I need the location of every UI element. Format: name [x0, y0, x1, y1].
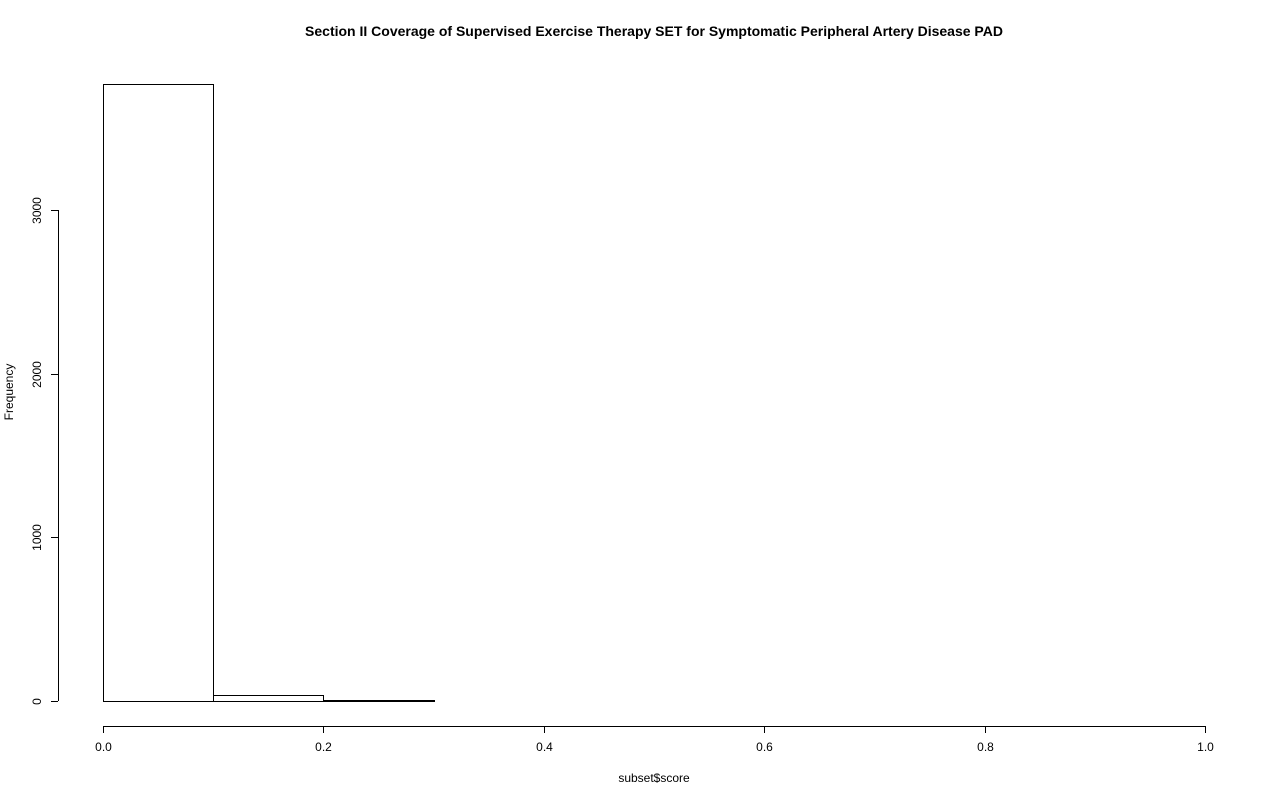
histogram-bar	[103, 84, 214, 702]
y-tick-label: 1000	[30, 524, 44, 551]
histogram-bar	[323, 700, 435, 702]
y-tick-label: 2000	[30, 361, 44, 388]
x-axis-label: subset$score	[618, 771, 690, 785]
x-tick-label: 0.8	[977, 740, 994, 754]
x-axis: 0.0 0.2 0.4 0.6 0.8 1.0	[95, 726, 1214, 754]
x-tick-label: 0.0	[95, 740, 112, 754]
histogram-bar	[213, 695, 324, 702]
chart-title: Section II Coverage of Supervised Exerci…	[305, 23, 1003, 39]
x-tick-label: 0.6	[756, 740, 773, 754]
x-tick-label: 0.4	[536, 740, 553, 754]
x-tick-label: 0.2	[315, 740, 332, 754]
histogram-bars	[103, 84, 435, 702]
y-axis-label: Frequency	[2, 364, 16, 421]
x-tick-label: 1.0	[1197, 740, 1214, 754]
y-tick-label: 0	[30, 698, 44, 705]
y-axis: 0 1000 2000 3000	[30, 197, 59, 705]
y-tick-label: 3000	[30, 197, 44, 224]
